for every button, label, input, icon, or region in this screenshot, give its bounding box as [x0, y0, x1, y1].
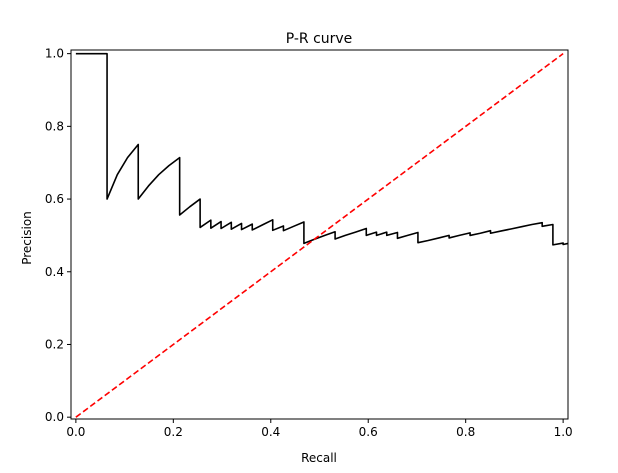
x-tick-label: 0.6: [359, 425, 378, 439]
x-tick-label: 0.4: [261, 425, 280, 439]
x-axis-label: Recall: [301, 451, 337, 465]
chart-title: P-R curve: [286, 31, 353, 47]
x-tick-label: 1.0: [554, 425, 573, 439]
x-tick-label: 0.2: [164, 425, 183, 439]
y-tick-label: 0.2: [45, 337, 64, 351]
y-tick-label: 0.4: [45, 265, 64, 279]
y-tick-label: 0.8: [45, 119, 64, 133]
x-tick-label: 0.0: [66, 425, 85, 439]
y-tick-label: 1.0: [45, 47, 64, 61]
plot-area-frame: [70, 49, 569, 420]
series-line-pr_curve: [75, 52, 569, 246]
ticks-layer: 0.0 0.2 0.4 0.6 0.8 1.0 0.0 0.2 0.4 0.6 0.8 1.0: [45, 47, 573, 439]
y-tick-label: 0.0: [45, 410, 64, 424]
y-axis-label: Precision: [20, 211, 34, 265]
x-tick-label: 0.8: [456, 425, 475, 439]
series-layer: [75, 52, 569, 418]
series-line-diagonal: [75, 52, 564, 418]
y-tick-label: 0.6: [45, 192, 64, 206]
